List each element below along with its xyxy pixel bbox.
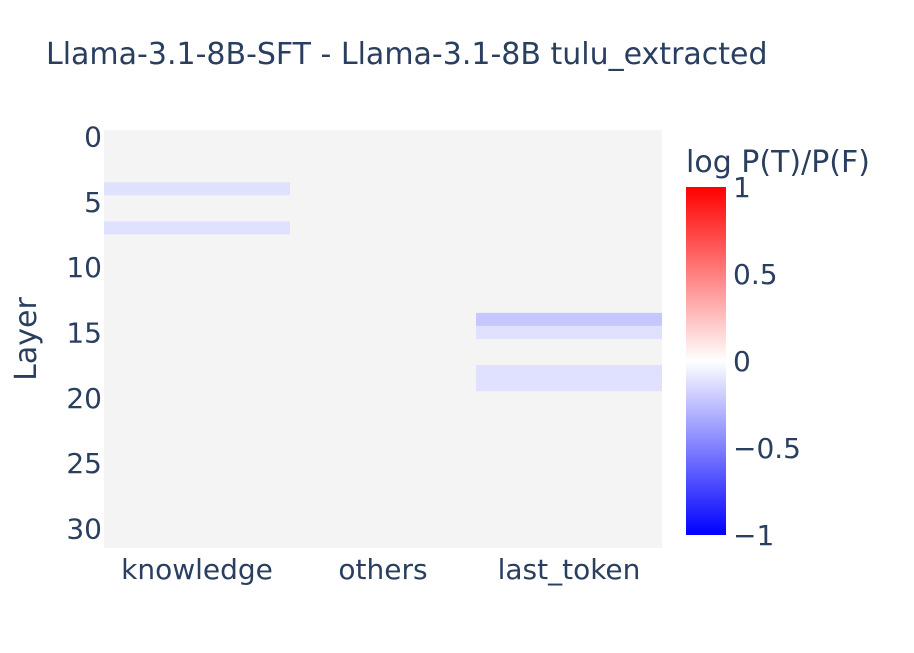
colorbar-ticks: 1 0.5 0 −0.5 −1: [733, 171, 801, 552]
colorbar-tick-label: −1: [733, 519, 774, 552]
colorbar-tick-label: 1: [733, 171, 751, 204]
y-tick-label: 15: [66, 316, 102, 349]
x-axis-ticks: knowledge others last_token: [121, 553, 640, 586]
colorbar-tick-label: −0.5: [733, 432, 801, 465]
y-axis-title: Layer: [9, 297, 44, 381]
x-tick-label: others: [338, 553, 427, 586]
heatmap-cell: [476, 378, 662, 392]
heatmap-cell: [476, 325, 662, 339]
x-tick-label: knowledge: [121, 553, 273, 586]
heatmap-cell: [104, 221, 290, 235]
y-tick-label: 5: [84, 186, 102, 219]
y-tick-label: 10: [66, 251, 102, 284]
heatmap-cell: [104, 182, 290, 196]
y-tick-label: 30: [66, 512, 102, 545]
x-tick-label: last_token: [498, 553, 641, 586]
y-tick-label: 25: [66, 447, 102, 480]
colorbar-title: log P(T)/P(F): [686, 145, 870, 180]
y-axis-ticks: 0 5 10 15 20 25 30: [66, 121, 102, 546]
heatmap-cell: [476, 365, 662, 379]
colorbar-tick-label: 0.5: [733, 258, 778, 291]
chart-title: Llama-3.1-8B-SFT - Llama-3.1-8B tulu_ext…: [46, 37, 768, 72]
colorbar: [686, 187, 726, 535]
y-tick-label: 0: [84, 121, 102, 154]
heatmap-cells: [104, 182, 662, 392]
colorbar-tick-label: 0: [733, 345, 751, 378]
y-tick-label: 20: [66, 382, 102, 415]
heatmap-cell: [476, 312, 662, 326]
